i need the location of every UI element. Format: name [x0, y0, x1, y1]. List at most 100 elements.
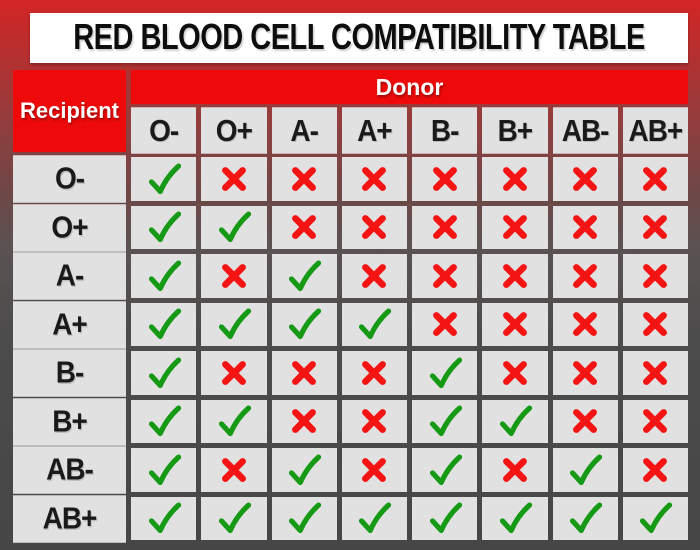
compat-cell: [271, 399, 337, 443]
compat-cell: [412, 448, 478, 492]
recipient-row-header: B-: [13, 349, 126, 397]
recipient-row-header: O-: [13, 155, 126, 203]
cross-icon: [430, 212, 460, 242]
cross-icon: [640, 164, 670, 194]
check-icon: [495, 401, 535, 441]
donor-col-header: A-: [271, 107, 337, 154]
cross-icon: [500, 261, 530, 291]
compat-cell: [131, 351, 197, 395]
compat-cell: [341, 399, 407, 443]
cross-icon: [640, 406, 670, 436]
cross-icon: [430, 309, 460, 339]
compat-cell: [341, 254, 407, 298]
check-icon: [144, 401, 184, 441]
compat-cell: [341, 205, 407, 249]
check-icon: [144, 304, 184, 344]
donor-col-header: O-: [131, 107, 197, 154]
compat-cell: [271, 302, 337, 346]
compat-cell: [201, 399, 267, 443]
cross-icon: [570, 358, 600, 388]
compat-cell: [622, 448, 688, 492]
check-icon: [144, 450, 184, 490]
compat-cell: [552, 254, 618, 298]
compat-cell: [552, 205, 618, 249]
donor-col-header: O+: [201, 107, 267, 154]
compat-cell: [131, 205, 197, 249]
cross-icon: [359, 212, 389, 242]
check-icon: [214, 401, 254, 441]
cross-icon: [500, 164, 530, 194]
compat-cell: [482, 302, 548, 346]
cross-icon: [430, 164, 460, 194]
compat-cell: [622, 205, 688, 249]
compat-cell: [412, 254, 478, 298]
check-icon: [214, 498, 254, 538]
check-icon: [144, 207, 184, 247]
cross-icon: [219, 358, 249, 388]
check-icon: [214, 207, 254, 247]
check-icon: [284, 304, 324, 344]
check-icon: [214, 304, 254, 344]
donor-col-header: A+: [341, 107, 407, 154]
donor-col-header: AB+: [622, 107, 688, 154]
compat-cell: [131, 254, 197, 298]
compat-cell: [271, 254, 337, 298]
compat-cell: [341, 351, 407, 395]
cross-icon: [640, 309, 670, 339]
compat-cell: [622, 254, 688, 298]
compat-cell: [131, 399, 197, 443]
cross-icon: [640, 212, 670, 242]
cross-icon: [500, 212, 530, 242]
compat-cell: [201, 351, 267, 395]
check-icon: [284, 450, 324, 490]
compat-cell: [271, 448, 337, 492]
compat-cell: [412, 399, 478, 443]
compat-cell: [622, 399, 688, 443]
compat-cell: [482, 496, 548, 540]
cross-icon: [289, 164, 319, 194]
compat-cell: [341, 448, 407, 492]
cross-icon: [570, 212, 600, 242]
cross-icon: [570, 309, 600, 339]
cross-icon: [640, 358, 670, 388]
compat-cell: [482, 254, 548, 298]
check-icon: [144, 159, 184, 199]
compat-cell: [201, 254, 267, 298]
compat-cell: [412, 302, 478, 346]
recipient-header-label: Recipient: [19, 98, 120, 123]
cross-icon: [570, 261, 600, 291]
donor-col-header: AB-: [552, 107, 618, 154]
recipient-row-header: A+: [13, 300, 126, 348]
compat-cell: [482, 351, 548, 395]
cross-icon: [359, 358, 389, 388]
compat-cell: [552, 351, 618, 395]
check-icon: [565, 498, 605, 538]
cross-icon: [359, 261, 389, 291]
page-title: RED BLOOD CELL COMPATIBILITY TABLE: [73, 17, 645, 58]
cross-icon: [219, 164, 249, 194]
compat-cell: [552, 302, 618, 346]
compat-cell: [341, 302, 407, 346]
check-icon: [425, 498, 465, 538]
cross-icon: [640, 455, 670, 485]
recipient-row-header: B+: [13, 397, 126, 445]
compat-cell: [131, 448, 197, 492]
recipient-row-header: AB+: [13, 494, 126, 542]
cross-icon: [359, 164, 389, 194]
cross-icon: [500, 309, 530, 339]
donor-header-label: Donor: [375, 73, 444, 100]
check-icon: [284, 498, 324, 538]
cross-icon: [500, 455, 530, 485]
cross-icon: [570, 406, 600, 436]
compat-cell: [412, 157, 478, 201]
cross-icon: [219, 455, 249, 485]
compatibility-table: Recipient Donor O- O+ A- A+ B- B+ AB- AB+ O- O+ A-…: [13, 70, 688, 542]
check-icon: [635, 498, 675, 538]
check-icon: [144, 498, 184, 538]
compat-cell: [201, 448, 267, 492]
cross-icon: [289, 406, 319, 436]
compat-cell: [622, 302, 688, 346]
compat-cell: [131, 302, 197, 346]
compat-cell: [201, 157, 267, 201]
cross-icon: [219, 261, 249, 291]
